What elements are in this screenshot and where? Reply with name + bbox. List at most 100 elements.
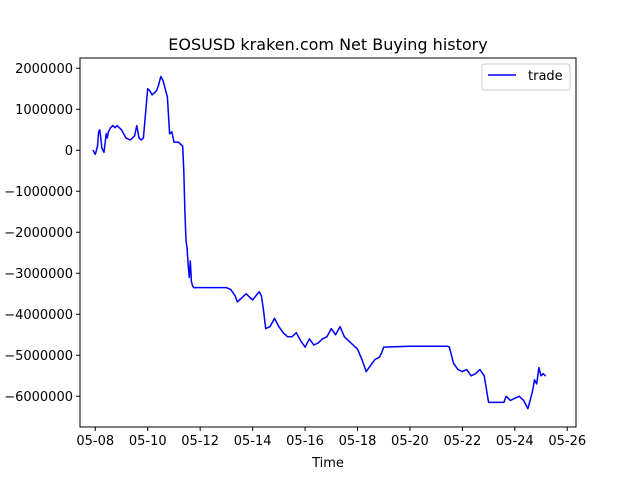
data-point bbox=[182, 145, 184, 147]
data-point bbox=[536, 383, 538, 385]
data-point bbox=[149, 90, 151, 92]
data-point bbox=[466, 369, 468, 371]
data-point bbox=[140, 139, 142, 141]
data-point bbox=[448, 346, 450, 348]
data-point bbox=[260, 295, 262, 297]
x-tick-label: 05-20 bbox=[391, 434, 429, 449]
data-point bbox=[155, 90, 158, 92]
data-point bbox=[258, 291, 260, 293]
y-tick-label: 2000000 bbox=[15, 62, 73, 77]
data-point bbox=[103, 151, 105, 153]
legend-box bbox=[481, 63, 571, 91]
data-point bbox=[241, 297, 243, 299]
data-point bbox=[287, 336, 289, 338]
data-point bbox=[278, 326, 280, 328]
data-point bbox=[488, 401, 490, 403]
data-point bbox=[291, 336, 293, 338]
data-point bbox=[138, 137, 140, 139]
data-point bbox=[129, 139, 131, 141]
data-point bbox=[531, 391, 533, 393]
x-tick-label: 05-18 bbox=[339, 434, 377, 449]
x-axis-label: Time bbox=[311, 456, 344, 471]
data-point bbox=[96, 145, 99, 147]
y-tick-label: −6000000 bbox=[4, 390, 73, 405]
x-axis: 05-08 05-10 05-12 05-14 05-16 05-18 05-20 05-22… bbox=[76, 427, 586, 449]
data-point bbox=[330, 328, 332, 330]
data-point bbox=[234, 295, 236, 297]
x-tick-label: 05-26 bbox=[548, 434, 586, 449]
data-point bbox=[378, 356, 380, 358]
data-point bbox=[193, 287, 195, 289]
data-point bbox=[313, 344, 315, 346]
data-point bbox=[106, 137, 108, 139]
y-axis: 2000000 1000000 0 −1000000 −2000000 −3000000 −… bbox=[4, 62, 80, 405]
data-point bbox=[509, 399, 511, 401]
x-tick-label: 05-10 bbox=[129, 434, 167, 449]
data-point bbox=[92, 149, 94, 151]
data-point bbox=[98, 131, 100, 133]
data-point bbox=[383, 346, 385, 348]
y-tick-label: 1000000 bbox=[15, 103, 73, 118]
x-tick-label: 05-24 bbox=[496, 434, 534, 449]
y-tick-label: −4000000 bbox=[4, 308, 73, 323]
x-tick-label: 05-08 bbox=[76, 434, 114, 449]
data-point bbox=[179, 143, 182, 145]
data-point bbox=[339, 326, 341, 328]
data-point bbox=[321, 338, 324, 340]
data-point bbox=[352, 344, 354, 346]
data-point bbox=[544, 375, 547, 377]
data-point bbox=[173, 141, 175, 143]
data-point bbox=[542, 373, 544, 375]
legend: trade bbox=[481, 63, 571, 91]
data-point bbox=[335, 334, 337, 336]
data-point bbox=[518, 395, 520, 397]
data-point bbox=[343, 336, 345, 338]
y-tick-label: 0 bbox=[65, 144, 73, 159]
data-point bbox=[125, 137, 127, 139]
data-point bbox=[199, 287, 201, 289]
data-point bbox=[105, 133, 107, 135]
data-point bbox=[116, 125, 118, 127]
data-point bbox=[166, 96, 168, 98]
data-point bbox=[153, 92, 155, 94]
data-point bbox=[186, 248, 188, 250]
data-point bbox=[361, 358, 363, 360]
y-tick-label: −3000000 bbox=[4, 267, 73, 282]
data-point bbox=[435, 345, 437, 347]
data-point bbox=[304, 346, 306, 348]
data-point bbox=[409, 345, 411, 347]
data-point bbox=[120, 129, 123, 131]
data-point bbox=[479, 369, 481, 371]
data-point bbox=[110, 127, 112, 129]
data-point bbox=[189, 260, 191, 262]
data-point bbox=[101, 147, 103, 149]
data-point bbox=[505, 395, 507, 397]
data-point bbox=[300, 340, 302, 342]
data-point bbox=[348, 340, 350, 342]
data-point bbox=[191, 285, 194, 287]
data-point bbox=[380, 352, 383, 354]
data-point bbox=[317, 342, 319, 344]
data-point bbox=[474, 373, 477, 375]
x-tick-label: 05-22 bbox=[443, 434, 481, 449]
data-point bbox=[470, 375, 472, 377]
data-point bbox=[183, 170, 185, 172]
data-point bbox=[503, 401, 505, 403]
data-point bbox=[177, 141, 179, 143]
data-point bbox=[230, 289, 232, 291]
data-point bbox=[107, 131, 109, 133]
data-point bbox=[171, 131, 173, 133]
data-point bbox=[184, 211, 186, 213]
data-point bbox=[529, 399, 531, 401]
data-point bbox=[136, 125, 138, 127]
data-point bbox=[164, 88, 166, 90]
data-point bbox=[527, 408, 529, 410]
data-point bbox=[483, 375, 485, 377]
data-point bbox=[295, 332, 297, 334]
data-point bbox=[236, 301, 238, 303]
plot-area bbox=[92, 75, 547, 410]
data-point bbox=[262, 309, 265, 311]
data-point bbox=[533, 379, 536, 381]
legend-label-trade: trade bbox=[528, 69, 563, 84]
